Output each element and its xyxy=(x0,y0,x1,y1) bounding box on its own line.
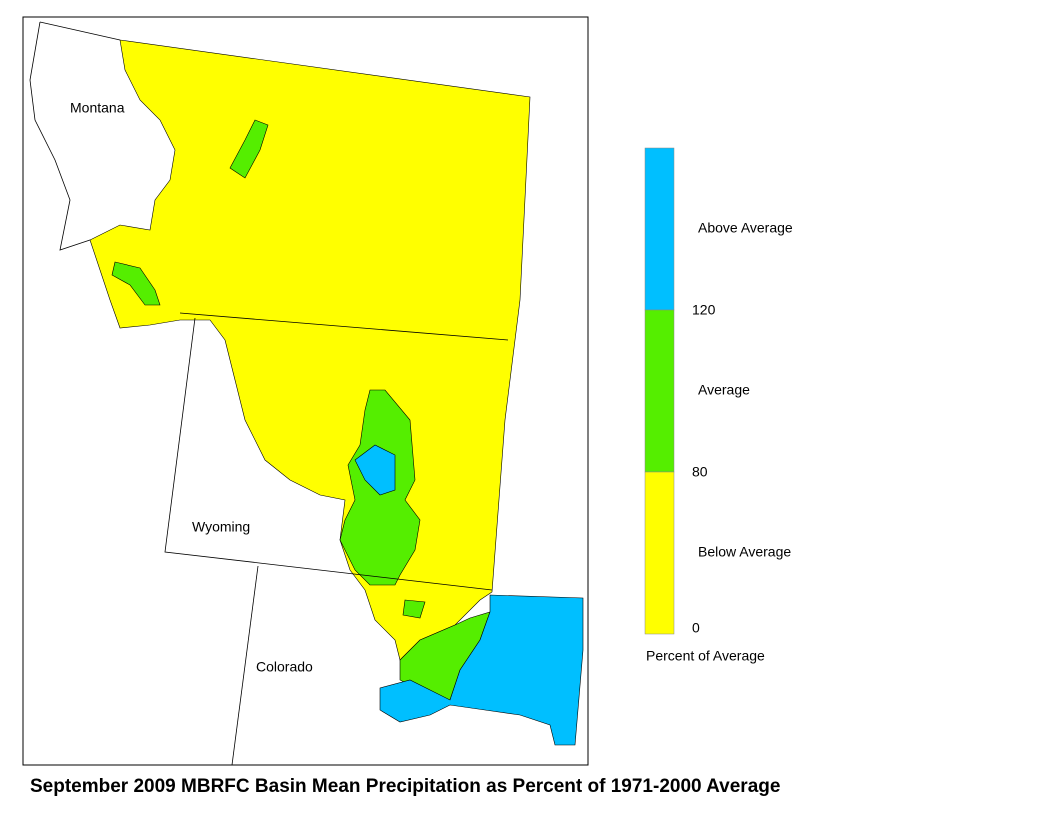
legend-swatch xyxy=(644,309,675,473)
above-average-basins xyxy=(379,594,584,746)
montana-border xyxy=(39,21,121,41)
above-average-basin xyxy=(354,444,396,496)
legend-tick-label: 120 xyxy=(692,302,716,318)
legend-swatch xyxy=(644,471,675,635)
colorado-border xyxy=(231,565,259,766)
legend: Above Average Average Below Average 120 80 0 xyxy=(644,147,793,636)
average-basin xyxy=(229,119,269,179)
average-basin xyxy=(111,261,161,306)
state-borders xyxy=(29,21,509,766)
montana-wyoming-border xyxy=(179,312,509,341)
montana-border xyxy=(29,21,91,251)
basins xyxy=(89,39,584,746)
state-label: Wyoming xyxy=(192,519,250,535)
legend-class-label: Above Average xyxy=(698,220,793,236)
legend-title: Percent of Average xyxy=(646,648,765,664)
legend-tick-label: 0 xyxy=(692,620,700,636)
wyoming-border xyxy=(164,317,493,591)
average-basin xyxy=(402,599,426,619)
map-title: September 2009 MBRFC Basin Mean Precipit… xyxy=(30,776,780,797)
state-label: Colorado xyxy=(256,659,313,675)
legend-tick-label: 80 xyxy=(692,464,708,480)
legend-swatch xyxy=(644,147,675,311)
legend-class-label: Below Average xyxy=(698,544,791,560)
legend-class-label: Average xyxy=(698,382,750,398)
state-label: Montana xyxy=(70,100,125,116)
